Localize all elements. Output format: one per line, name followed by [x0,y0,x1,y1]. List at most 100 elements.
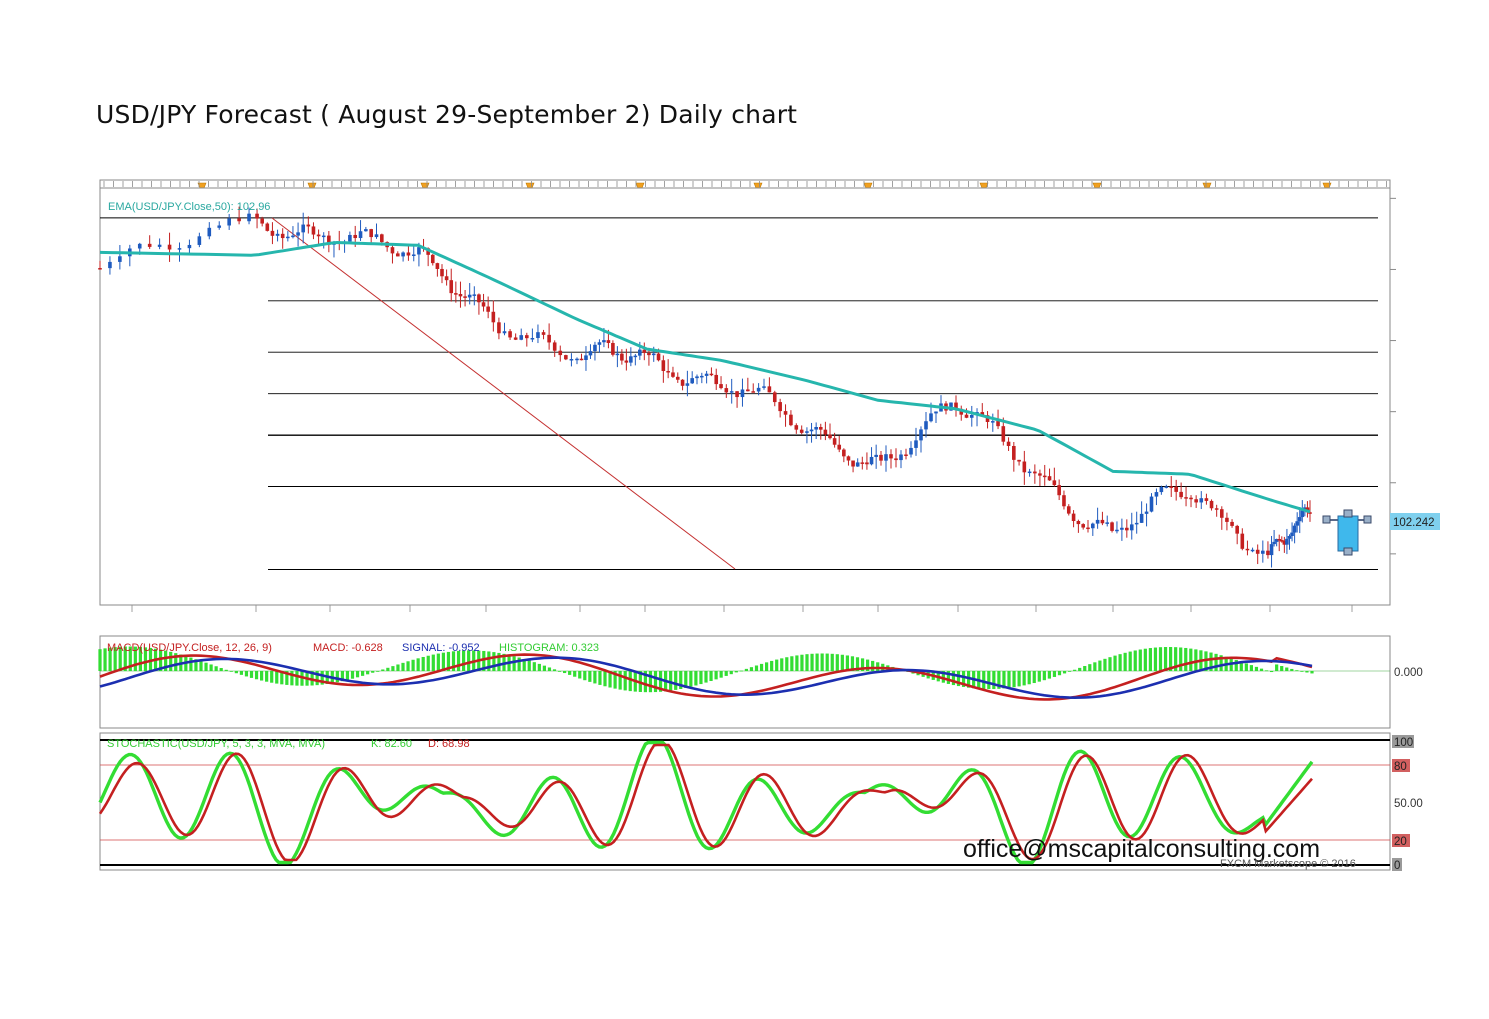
histogram-bar [684,671,688,688]
histogram-bar [1143,648,1147,671]
macd-axis-zero: 0.000 [1394,667,1423,679]
histogram-bar [1103,658,1107,671]
candle-body [1300,510,1305,518]
candle-body [348,234,352,242]
candle-body [985,415,990,422]
histogram-bar [522,658,526,671]
candle-body [519,335,524,340]
histogram-bar [775,659,779,671]
candle-body [1179,491,1183,498]
histogram-bar [1108,657,1112,671]
candle-body [265,223,270,231]
candle-body [118,256,122,262]
histogram-bar [492,652,496,671]
price-panel[interactable]: EMA(USD/JPY.Close,50): 102.96 102.242 [98,187,1440,606]
histogram-bar [805,654,809,671]
histogram-bar [689,671,693,687]
candle-body [823,429,828,435]
candle-body [477,294,481,303]
histogram-bar [1138,649,1142,671]
candle-body [969,414,974,418]
candle-body [651,353,656,356]
histogram-bar [1290,668,1294,671]
histogram-bar [573,671,577,677]
histogram-bar [1153,647,1158,671]
histogram-bar [961,671,966,687]
candle-body [1149,496,1154,512]
candle-body [426,248,430,255]
candle-body [671,372,675,377]
candle-body [729,391,734,393]
candle-body [435,263,440,269]
price-marker-icon[interactable] [1322,509,1372,556]
candle-body [1091,523,1095,529]
signal-value: SIGNAL: -0.952 [402,642,480,654]
candle-body [772,392,777,403]
histogram-bar [1158,647,1163,671]
histogram-bar [997,671,1001,689]
histogram-bar [593,671,597,684]
candle-body [1105,522,1110,524]
histogram-bar [1148,648,1152,671]
candle-body [444,276,449,281]
histogram-bar [770,660,774,671]
histogram-bar [608,671,612,688]
histogram-bar [1022,671,1026,686]
stoch-k-value: K: 82.60 [371,738,412,750]
histogram-bar [800,654,804,671]
candle-body [874,454,878,457]
macd-panel[interactable]: MACD(USD/JPY.Close, 12, 26, 9) MACD: -0.… [98,635,1423,729]
candle-body [805,431,809,433]
histogram-bar [234,671,238,674]
histogram-bar [1118,654,1122,671]
histogram-bar [411,659,415,671]
histogram-bar [1249,665,1253,671]
candle-body [275,233,280,236]
candle-body [286,236,290,239]
candle-body [552,342,557,351]
histogram-bar [1062,671,1067,674]
candle-body [1209,500,1214,509]
candle-body [1235,525,1239,534]
stoch-axis-0: 0 [1394,860,1400,872]
histogram-bar [315,671,319,686]
histogram-bar [648,671,653,693]
candle-body [1261,550,1265,554]
histogram-bar [830,653,834,671]
histogram-bar [840,654,844,671]
histogram-bar [310,671,314,686]
candle-body [1292,525,1297,533]
candle-body [374,234,379,238]
candle-body [1255,549,1260,554]
candle-body [417,247,421,255]
histogram-bar [1007,671,1011,688]
candle-body [1282,540,1287,545]
candle-body [1081,524,1085,528]
candle-body [1272,541,1276,545]
candle-body [1164,486,1169,488]
candle-body [395,253,400,257]
histogram-bar [643,671,647,693]
histogram-bar [578,671,582,679]
histogram-bar [275,671,279,684]
histogram-bar [759,663,764,671]
histogram-bar [108,647,112,671]
candle-body [1308,512,1312,514]
candle-body [719,384,723,389]
histogram-bar [169,651,173,671]
candle-body [1100,519,1105,524]
candle-body [321,235,326,238]
candle-body [558,350,563,356]
candle-body [353,234,358,239]
candle-body [1134,522,1139,525]
candle-body [593,344,597,352]
candle-body [525,335,529,339]
candle-body [1269,544,1274,556]
candle-body [633,355,638,358]
histogram-bar [441,652,445,671]
candle-body [924,421,928,430]
candle-body [1012,445,1016,460]
stochastic-panel[interactable]: STOCHASTIC(USD/JPY, 5, 3, 3, MVA, MVA) K… [98,732,1423,872]
histogram-bar [194,659,198,671]
